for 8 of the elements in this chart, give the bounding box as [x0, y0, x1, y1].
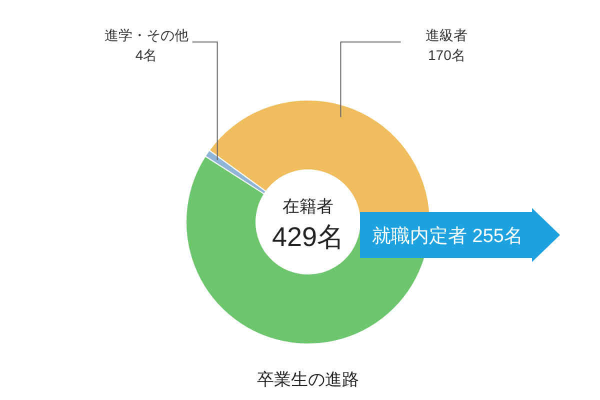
slice-label: 進級者 — [426, 27, 468, 43]
data-label: 4名 — [135, 47, 158, 63]
data-label: 170名 — [428, 47, 466, 63]
slice-label: 就職内定者 255名 — [372, 225, 523, 247]
text: 429名 — [272, 222, 344, 252]
slice-label: 進学・その他 — [104, 27, 188, 43]
text: 卒業生の進路 — [257, 370, 359, 389]
text: 在籍者 — [282, 197, 334, 216]
